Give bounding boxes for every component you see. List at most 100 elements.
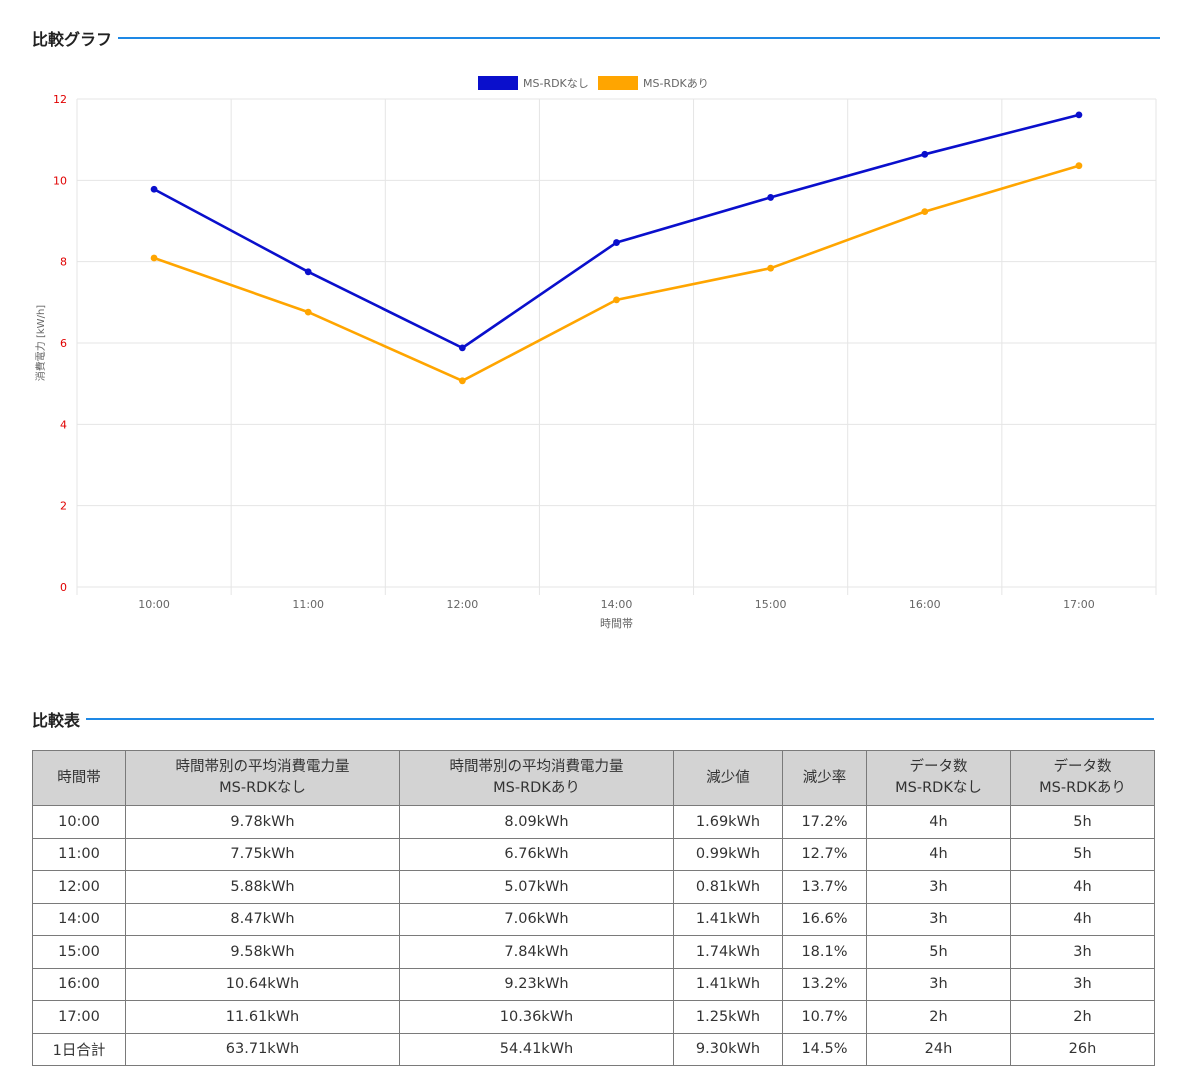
column-header-line2: MS-RDKあり [1039, 780, 1126, 796]
column-header: データ数 MS-RDKなし [866, 750, 1011, 806]
table-cell: 10.36kWh [399, 1000, 674, 1034]
table-cell: 13.2% [782, 967, 867, 1001]
table-cell: 5h [1010, 805, 1155, 839]
table-cell: 9.78kWh [125, 805, 400, 839]
table-cell: 14.5% [782, 1032, 867, 1066]
column-header-line2: MS-RDKなし [219, 780, 306, 796]
table-cell: 4h [866, 837, 1011, 871]
table-cell: 3h [866, 902, 1011, 936]
x-tick-label: 14:00 [601, 598, 633, 611]
data-point [613, 296, 620, 304]
comparison-table: 時間帯 時間帯別の平均消費電力量 MS-RDKなし 時間帯別の平均消費電力量 MS-RD… [32, 750, 1155, 1066]
table-cell: 15:00 [32, 935, 126, 969]
table-row: 16:00 10.64kWh 9.23kWh 1.41kWh 13.2% 3h 3h [32, 967, 1155, 1001]
heading-rule [86, 718, 1154, 720]
table-row: 12:00 5.88kWh 5.07kWh 0.81kWh 13.7% 3h 4h [32, 870, 1155, 904]
x-tick-label: 12:00 [447, 598, 479, 611]
table-cell: 5h [1010, 837, 1155, 871]
table-cell: 3h [866, 870, 1011, 904]
table-cell: 8.47kWh [125, 902, 400, 936]
table-cell: 1.25kWh [673, 1000, 783, 1034]
table-cell: 13.7% [782, 870, 867, 904]
column-header-line1: データ数 [1053, 759, 1112, 775]
table-row: 14:00 8.47kWh 7.06kWh 1.41kWh 16.6% 3h 4h [32, 902, 1155, 936]
table-cell: 17:00 [32, 1000, 126, 1034]
data-point [613, 239, 620, 246]
table-cell: 5h [866, 935, 1011, 969]
data-point [1075, 111, 1083, 119]
x-tick-label: 11:00 [292, 598, 324, 611]
table-cell: 5.07kWh [399, 870, 674, 904]
table-cell: 12:00 [32, 870, 126, 904]
column-header: 時間帯 [32, 750, 126, 806]
data-point [458, 377, 466, 385]
column-header-line1: データ数 [909, 759, 968, 775]
table-cell: 24h [866, 1032, 1011, 1066]
column-header: 時間帯別の平均消費電力量 MS-RDKあり [399, 750, 674, 806]
y-tick-label: 8 [60, 256, 67, 269]
table-cell: 9.30kWh [673, 1032, 783, 1066]
table-row: 17:00 11.61kWh 10.36kWh 1.25kWh 10.7% 2h 2h [32, 1000, 1155, 1034]
graph-section-heading: 比較グラフ [32, 26, 1160, 50]
table-cell: 3h [1010, 935, 1155, 969]
table-cell: 26h [1010, 1032, 1155, 1066]
table-section-heading: 比較表 [32, 707, 1154, 731]
heading-rule [118, 37, 1160, 39]
data-point [767, 194, 775, 201]
legend-label: MS-RDKあり [643, 77, 709, 90]
column-header: 減少率 [782, 750, 867, 806]
y-tick-label: 0 [60, 581, 67, 594]
table-header-row: 時間帯 時間帯別の平均消費電力量 MS-RDKなし 時間帯別の平均消費電力量 MS-RD… [32, 750, 1155, 806]
table-cell: 10:00 [32, 805, 126, 839]
data-point [458, 344, 466, 352]
column-header-line2: MS-RDKあり [493, 780, 580, 796]
table-cell: 1.41kWh [673, 967, 783, 1001]
table-cell: 3h [866, 967, 1011, 1001]
table-cell: 3h [1010, 967, 1155, 1001]
table-cell: 11.61kWh [125, 1000, 400, 1034]
graph-heading-title: 比較グラフ [32, 30, 113, 49]
table-cell: 16:00 [32, 967, 126, 1001]
table-cell: 4h [1010, 870, 1155, 904]
table-row: 10:00 9.78kWh 8.09kWh 1.69kWh 17.2% 4h 5h [32, 805, 1155, 839]
y-tick-label: 2 [60, 500, 67, 513]
table-cell: 1.41kWh [673, 902, 783, 936]
table-total-row: 1日合計 63.71kWh 54.41kWh 9.30kWh 14.5% 24h 26h [32, 1032, 1155, 1066]
table-cell: 7.75kWh [125, 837, 400, 871]
data-point [304, 308, 312, 316]
table-cell: 17.2% [782, 805, 867, 839]
table-cell: 8.09kWh [399, 805, 674, 839]
table-cell: 63.71kWh [125, 1032, 400, 1066]
legend-swatch [478, 76, 518, 90]
x-tick-label: 16:00 [909, 598, 941, 611]
table-cell: 0.99kWh [673, 837, 783, 871]
table-cell: 0.81kWh [673, 870, 783, 904]
table-cell: 1.69kWh [673, 805, 783, 839]
data-point [921, 150, 929, 158]
x-tick-label: 17:00 [1063, 598, 1095, 611]
table-cell: 16.6% [782, 902, 867, 936]
column-header-line1: 時間帯別の平均消費電力量 [449, 759, 624, 775]
data-point [150, 185, 158, 193]
column-header-line1: 減少率 [802, 769, 847, 786]
data-point [767, 264, 775, 272]
table-cell: 2h [866, 1000, 1011, 1034]
table-cell: 7.84kWh [399, 935, 674, 969]
series-line [153, 113, 1080, 350]
comparison-line-chart: 0 2 4 6 8 10 12 10:00 11:00 12:00 14:00 15:00 16:00 1… [34, 76, 1157, 630]
y-tick-label: 4 [60, 418, 67, 431]
x-tick-label: 10:00 [138, 598, 170, 611]
table-cell: 5.88kWh [125, 870, 400, 904]
table-row: 11:00 7.75kWh 6.76kWh 0.99kWh 12.7% 4h 5h [32, 837, 1155, 871]
legend-label: MS-RDKなし [523, 77, 589, 90]
table-cell: 1.74kWh [673, 935, 783, 969]
table-cell: 9.23kWh [399, 967, 674, 1001]
data-point [1075, 162, 1083, 170]
data-point [921, 208, 929, 216]
table-row: 15:00 9.58kWh 7.84kWh 1.74kWh 18.1% 5h 3h [32, 935, 1155, 969]
column-header-line1: 減少値 [706, 769, 750, 786]
table-heading-title: 比較表 [32, 711, 81, 730]
table-cell: 7.06kWh [399, 902, 674, 936]
table-cell: 9.58kWh [125, 935, 400, 969]
table-cell: 54.41kWh [399, 1032, 674, 1066]
